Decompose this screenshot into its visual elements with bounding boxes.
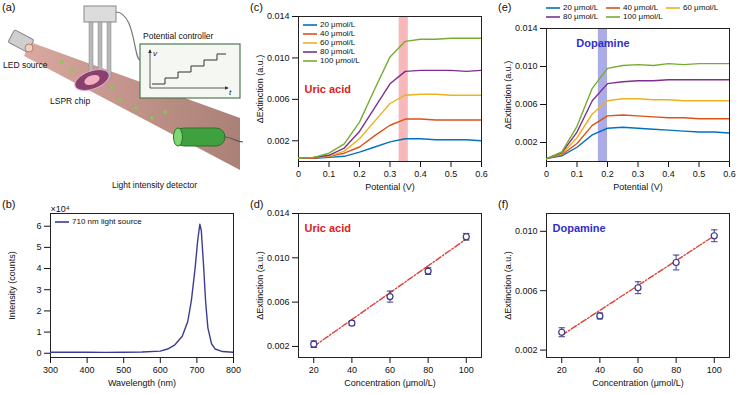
svg-text:2: 2 bbox=[36, 306, 41, 316]
svg-text:0.010: 0.010 bbox=[267, 253, 290, 263]
svg-text:Uric acid: Uric acid bbox=[305, 83, 351, 95]
svg-text:Potential controller: Potential controller bbox=[143, 31, 214, 41]
svg-text:Uric acid: Uric acid bbox=[305, 222, 351, 234]
html-text:40 μmol/L: 40 μmol/L bbox=[623, 3, 659, 12]
svg-text:LED source: LED source bbox=[3, 60, 48, 70]
svg-text:80: 80 bbox=[423, 365, 433, 375]
svg-text:4: 4 bbox=[36, 263, 41, 273]
svg-text:20: 20 bbox=[557, 365, 567, 375]
svg-text:0: 0 bbox=[36, 348, 41, 358]
svg-text:0.6: 0.6 bbox=[475, 169, 488, 179]
svg-text:0.1: 0.1 bbox=[571, 169, 584, 179]
svg-text:700: 700 bbox=[189, 365, 204, 375]
svg-text:0.1: 0.1 bbox=[323, 169, 336, 179]
svg-text:ΔExtinction (a.u.): ΔExtinction (a.u.) bbox=[503, 251, 513, 320]
svg-text:0.014: 0.014 bbox=[267, 11, 290, 21]
svg-text:0.002: 0.002 bbox=[267, 341, 290, 351]
svg-text:×10⁴: ×10⁴ bbox=[51, 204, 70, 214]
html-text:(d): (d) bbox=[250, 198, 264, 210]
svg-text:20: 20 bbox=[309, 365, 319, 375]
svg-text:300: 300 bbox=[43, 365, 58, 375]
svg-text:0.006: 0.006 bbox=[267, 297, 290, 307]
svg-text:Concentration (μmol/L): Concentration (μmol/L) bbox=[344, 378, 436, 388]
svg-text:0.014: 0.014 bbox=[515, 23, 538, 33]
svg-text:0.014: 0.014 bbox=[267, 208, 290, 218]
html-text:60 μmol/L: 60 μmol/L bbox=[320, 38, 356, 47]
svg-text:ΔExtinction (a.u.): ΔExtinction (a.u.) bbox=[503, 61, 513, 130]
svg-text:0.002: 0.002 bbox=[515, 345, 538, 355]
svg-text:6: 6 bbox=[36, 221, 41, 231]
svg-text:LSPR chip: LSPR chip bbox=[50, 96, 90, 106]
svg-text:0: 0 bbox=[544, 169, 549, 179]
html-text:(c): (c) bbox=[250, 1, 263, 13]
svg-text:400: 400 bbox=[80, 365, 95, 375]
svg-text:Intensity (counts): Intensity (counts) bbox=[7, 251, 17, 320]
svg-text:40: 40 bbox=[595, 365, 605, 375]
html-text:(e): (e) bbox=[498, 1, 512, 13]
svg-text:0.006: 0.006 bbox=[515, 99, 538, 109]
svg-text:v: v bbox=[153, 49, 158, 58]
svg-text:ΔExtinction (a.u.): ΔExtinction (a.u.) bbox=[255, 55, 265, 124]
svg-text:60: 60 bbox=[385, 365, 395, 375]
html-text:20 μmol/L: 20 μmol/L bbox=[320, 20, 356, 29]
svg-text:40: 40 bbox=[347, 365, 357, 375]
html-text:(a): (a) bbox=[2, 1, 16, 13]
svg-text:5: 5 bbox=[36, 242, 41, 252]
svg-text:0.2: 0.2 bbox=[601, 169, 614, 179]
svg-text:0.5: 0.5 bbox=[445, 169, 458, 179]
svg-text:0.010: 0.010 bbox=[515, 226, 538, 236]
svg-text:80: 80 bbox=[671, 365, 681, 375]
svg-text:800: 800 bbox=[226, 365, 241, 375]
svg-text:Wavelength (nm): Wavelength (nm) bbox=[108, 378, 176, 388]
svg-text:1: 1 bbox=[36, 327, 41, 337]
svg-text:0.3: 0.3 bbox=[384, 169, 397, 179]
svg-text:Light intensity detector: Light intensity detector bbox=[112, 180, 197, 190]
html-text:60 μmol/L: 60 μmol/L bbox=[683, 3, 719, 12]
svg-text:0.2: 0.2 bbox=[353, 169, 366, 179]
svg-text:Concentration (μmol/L): Concentration (μmol/L) bbox=[592, 378, 684, 388]
html-text:100 μmol/L: 100 μmol/L bbox=[623, 12, 663, 21]
svg-text:0.5: 0.5 bbox=[693, 169, 706, 179]
svg-text:Dopamine: Dopamine bbox=[553, 222, 606, 234]
svg-text:0.006: 0.006 bbox=[267, 94, 290, 104]
svg-text:0.4: 0.4 bbox=[662, 169, 675, 179]
svg-text:t: t bbox=[229, 88, 232, 97]
svg-text:500: 500 bbox=[116, 365, 131, 375]
svg-text:0.006: 0.006 bbox=[515, 286, 538, 296]
svg-text:0.010: 0.010 bbox=[515, 61, 538, 71]
html-text:80 μmol/L: 80 μmol/L bbox=[320, 47, 356, 56]
svg-text:0.002: 0.002 bbox=[515, 137, 538, 147]
svg-text:Dopamine: Dopamine bbox=[576, 37, 629, 49]
svg-text:ΔExtinction (a.u.): ΔExtinction (a.u.) bbox=[255, 251, 265, 320]
html-text:40 μmol/L: 40 μmol/L bbox=[320, 29, 356, 38]
html-text:100 μmol/L: 100 μmol/L bbox=[320, 56, 360, 65]
html-text:(f): (f) bbox=[498, 198, 509, 210]
svg-text:100: 100 bbox=[459, 365, 474, 375]
svg-text:0: 0 bbox=[296, 169, 301, 179]
html-text:20 μmol/L: 20 μmol/L bbox=[563, 3, 599, 12]
html-text:(b): (b) bbox=[2, 198, 16, 210]
svg-text:100: 100 bbox=[707, 365, 722, 375]
svg-text:0.002: 0.002 bbox=[267, 136, 290, 146]
svg-text:600: 600 bbox=[153, 365, 168, 375]
svg-text:0.6: 0.6 bbox=[723, 169, 736, 179]
svg-text:0.4: 0.4 bbox=[414, 169, 427, 179]
svg-text:Potential (V): Potential (V) bbox=[365, 182, 415, 192]
svg-text:Potential (V): Potential (V) bbox=[613, 182, 663, 192]
svg-text:3: 3 bbox=[36, 285, 41, 295]
html-text:710 nm light source: 710 nm light source bbox=[72, 217, 142, 226]
html-text:80 μmol/L: 80 μmol/L bbox=[563, 12, 599, 21]
svg-text:0.010: 0.010 bbox=[267, 53, 290, 63]
svg-text:60: 60 bbox=[633, 365, 643, 375]
svg-text:0.3: 0.3 bbox=[632, 169, 645, 179]
